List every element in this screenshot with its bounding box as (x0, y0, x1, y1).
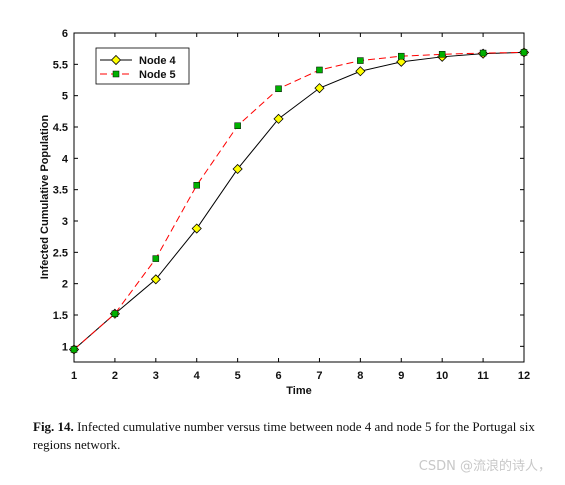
legend-box (95, 47, 190, 85)
y-tick-label: 5.5 (53, 59, 68, 71)
data-point-series-2 (275, 85, 282, 93)
y-tick-label: 1 (62, 341, 68, 353)
x-tick-label: 5 (235, 370, 241, 382)
legend-marker-2 (112, 70, 120, 78)
y-tick-label: 1.5 (53, 310, 68, 322)
x-tick-label: 6 (275, 370, 281, 382)
x-tick-label: 2 (112, 370, 118, 382)
x-tick-label: 7 (316, 370, 322, 382)
y-tick-label: 5 (62, 91, 68, 103)
y-tick-label: 6 (62, 28, 68, 40)
x-tick-label: 10 (436, 370, 448, 382)
y-tick-label: 4.5 (53, 122, 68, 134)
data-point-series-2 (479, 49, 487, 57)
x-tick-label: 12 (518, 370, 530, 382)
series-line-1 (73, 51, 525, 350)
data-point-series-1 (232, 163, 243, 175)
data-point-series-2 (70, 346, 78, 353)
data-point-series-2 (234, 122, 241, 129)
caption-text: Infected cumulative number versus time b… (33, 419, 535, 452)
data-point-series-1 (273, 113, 284, 124)
legend-label-1: Node 4 (139, 55, 177, 67)
series-lines (73, 51, 525, 350)
y-tick-label: 3.5 (53, 185, 68, 197)
data-point-series-2 (520, 49, 528, 56)
plot-area (73, 32, 525, 363)
watermark: CSDN @流浪的诗人， (418, 459, 551, 474)
x-tick-label: 11 (477, 370, 489, 382)
data-point-series-1 (355, 66, 366, 77)
y-tick-label: 2 (62, 279, 68, 291)
data-point-series-2 (111, 310, 119, 317)
x-tick-label: 4 (194, 370, 201, 382)
x-tick-label: 8 (357, 370, 363, 382)
legend-marker-1 (110, 54, 122, 66)
x-tick-label: 1 (71, 370, 77, 382)
legend-label-2: Node 5 (139, 69, 176, 81)
data-point-series-2 (398, 52, 405, 60)
data-point-series-2 (152, 255, 160, 262)
y-tick-label: 4 (62, 153, 69, 165)
series-line-2 (73, 51, 525, 350)
data-point-series-2 (316, 66, 323, 74)
data-point-series-2 (438, 51, 446, 58)
data-point-series-1 (396, 56, 407, 67)
figure-caption: Fig. 14. Infected cumulative number vers… (33, 418, 553, 454)
data-point-series-1 (150, 274, 161, 285)
caption-label: Fig. 14. (33, 419, 74, 434)
data-point-series-2 (193, 182, 200, 189)
x-tick-label: 3 (153, 370, 159, 382)
legend: Node 4 Node 5 (95, 47, 190, 85)
x-axis-title: Time (286, 385, 311, 397)
series-markers (68, 47, 530, 355)
y-tick-label: 2.5 (53, 247, 68, 259)
data-point-series-2 (357, 57, 364, 64)
data-point-series-1 (191, 223, 202, 234)
data-point-series-1 (314, 83, 325, 94)
y-axis-title: Infected Cumulative Population (39, 115, 51, 280)
y-tick-label: 3 (62, 216, 68, 228)
x-tick-label: 9 (398, 370, 404, 382)
